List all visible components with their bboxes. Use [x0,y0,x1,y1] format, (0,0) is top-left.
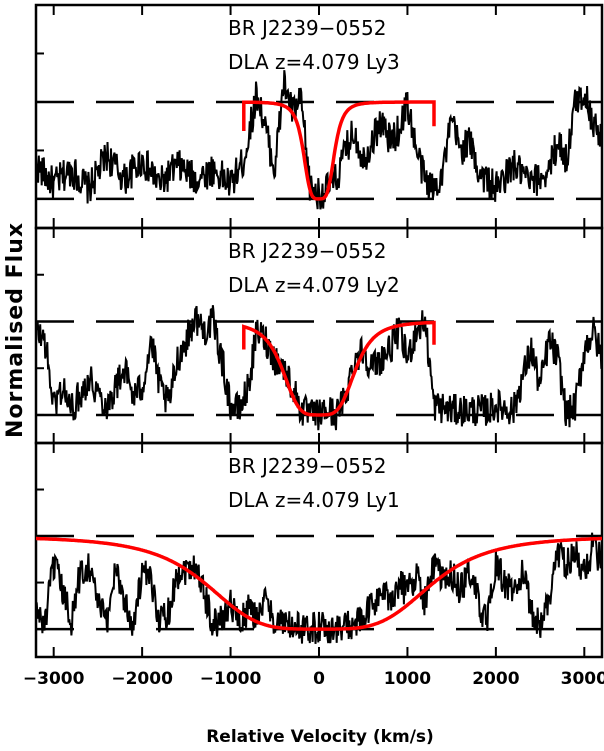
x-axis-label: Relative Velocity (km/s) [206,727,434,747]
panel-object-label: BR J2239−0552 [228,239,386,263]
flux-series-ly1 [35,532,603,644]
x-tick-label: −1000 [200,669,262,689]
panel-ly3: BR J2239−0552 DLA z=4.079 Ly3 [34,3,604,230]
panel-object-label: BR J2239−0552 [228,16,386,40]
flux-series-ly3 [35,70,603,210]
y-axis-label: Normalised Flux [3,222,28,438]
flux-series-ly2 [35,305,603,431]
x-tick-label: 1000 [384,669,431,689]
model-profile-ly1 [36,536,602,631]
x-tick-label: −2000 [111,669,173,689]
panel-object-label: BR J2239−0552 [228,454,386,478]
x-tick-label: 2000 [472,669,519,689]
x-tick-label: −3000 [23,669,85,689]
panel-line-label: DLA z=4.079 Ly2 [228,273,400,297]
panel-line-label: DLA z=4.079 Ly1 [228,488,400,512]
model-profile-ly2 [242,320,436,417]
panel-ly2: BR J2239−0552 DLA z=4.079 Ly2 [34,226,604,445]
panel-ly1: BR J2239−0552 DLA z=4.079 Ly1 [34,441,604,659]
panel-line-label: DLA z=4.079 Ly3 [228,50,400,74]
x-tick-label: 0 [313,669,325,689]
x-tick-label: 3000 [561,669,604,689]
model-profile-ly3 [242,100,436,201]
